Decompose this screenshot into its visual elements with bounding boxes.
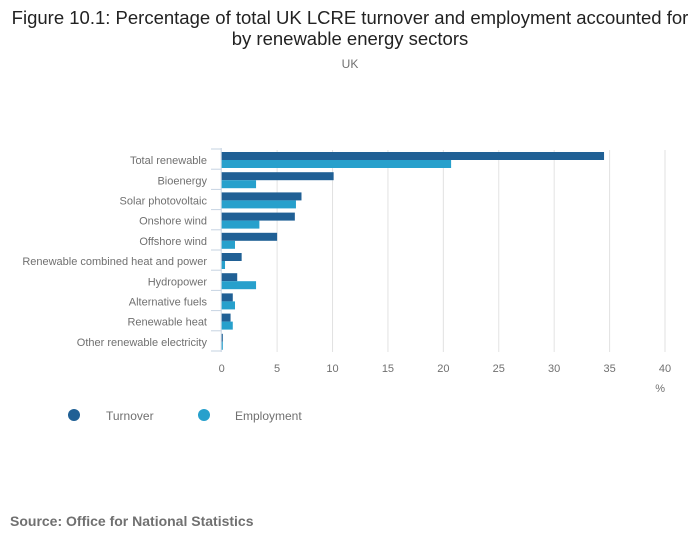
x-tick-label: 10 (326, 363, 338, 375)
bar-employment (221, 341, 223, 350)
bar-turnover (221, 232, 278, 241)
x-tick-label: 40 (659, 363, 671, 375)
bar-employment (221, 180, 257, 189)
legend-label-employment: Employment (235, 409, 302, 423)
x-tick-label: 20 (437, 363, 449, 375)
bar-turnover (221, 212, 295, 221)
category-label: Other renewable electricity (77, 337, 208, 349)
bar-turnover (221, 152, 605, 160)
bar-turnover (221, 172, 334, 181)
category-label: Bioenergy (157, 175, 207, 187)
bar-turnover (221, 333, 223, 342)
legend-marker-employment (198, 409, 210, 421)
category-label: Offshore wind (139, 236, 207, 248)
category-label: Renewable combined heat and power (22, 256, 207, 268)
category-label: Onshore wind (139, 216, 207, 228)
bar-employment (221, 301, 235, 310)
x-tick-label: 25 (493, 363, 505, 375)
legend-label-turnover: Turnover (106, 409, 154, 423)
bar-employment (221, 240, 235, 249)
category-label: Renewable heat (127, 317, 207, 329)
source-note: Source: Office for National Statistics (10, 513, 254, 529)
bar-employment (221, 321, 233, 330)
bar-employment (221, 281, 257, 290)
legend-marker-turnover (68, 409, 80, 421)
chart-title: Figure 10.1: Percentage of total UK LCRE… (11, 7, 689, 49)
bar-turnover (221, 293, 233, 302)
bar-turnover (221, 253, 242, 261)
x-tick-label: 35 (603, 363, 615, 375)
category-label: Solar photovoltaic (120, 196, 208, 208)
category-label: Alternative fuels (129, 297, 208, 309)
bar-turnover (221, 192, 302, 201)
chart-subtitle: UK (341, 57, 359, 71)
bar-employment (221, 220, 260, 229)
category-label: Total renewable (130, 155, 207, 167)
x-tick-label: 15 (382, 363, 394, 375)
x-tick-label: 30 (548, 363, 560, 375)
x-axis-label: % (655, 383, 665, 395)
bar-turnover (221, 313, 231, 322)
bar-employment (221, 261, 226, 269)
category-label: Hydropower (148, 276, 208, 288)
bar-employment (221, 200, 296, 209)
x-tick-label: 5 (274, 363, 280, 375)
x-tick-label: 0 (219, 363, 225, 375)
bar-employment (221, 160, 452, 168)
bar-turnover (221, 273, 238, 282)
